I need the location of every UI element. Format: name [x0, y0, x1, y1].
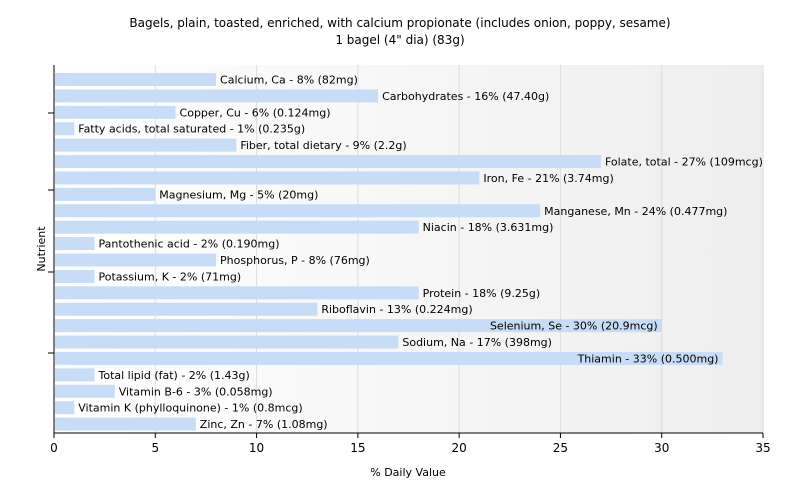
- bar: [55, 204, 541, 218]
- bar: [55, 417, 196, 431]
- bar-label: Total lipid (fat) - 2% (1.43g): [98, 369, 250, 382]
- bar-label: Calcium, Ca - 8% (82mg): [220, 74, 358, 87]
- bar: [55, 319, 662, 333]
- x-tick-label: 20: [452, 441, 467, 455]
- bar-label: Pantothenic acid - 2% (0.190mg): [99, 238, 280, 251]
- y-axis-label: Nutrient: [35, 226, 48, 272]
- bar-label: Manganese, Mn - 24% (0.477mg): [544, 205, 727, 218]
- bar: [55, 138, 237, 152]
- bar-label: Vitamin B-6 - 3% (0.058mg): [119, 385, 273, 398]
- bar-label: Iron, Fe - 21% (3.74mg): [483, 172, 613, 185]
- chart-subtitle: 1 bagel (4" dia) (83g): [335, 33, 464, 47]
- x-tick-label: 35: [755, 441, 770, 455]
- bar: [55, 237, 95, 251]
- bar: [55, 351, 723, 365]
- bar-label: Phosphorus, P - 8% (76mg): [220, 254, 370, 267]
- bar: [55, 220, 419, 234]
- x-ticks: 0 5 10 15 20 25 30 35: [50, 433, 771, 455]
- bar-label: Niacin - 18% (3.631mg): [423, 221, 554, 234]
- bar-label: Copper, Cu - 6% (0.124mg): [180, 106, 331, 119]
- bar: [55, 384, 115, 398]
- bar: [55, 155, 601, 169]
- bar-label: Selenium, Se - 30% (20.9mcg): [490, 320, 658, 333]
- bar: [55, 187, 156, 201]
- bar-label: Fatty acids, total saturated - 1% (0.235…: [78, 123, 305, 136]
- x-axis-label: % Daily Value: [370, 466, 446, 479]
- x-tick-label: 5: [151, 441, 159, 455]
- bar-label: Magnesium, Mg - 5% (20mg): [159, 188, 318, 201]
- bar-label: Carbohydrates - 16% (47.40g): [382, 90, 549, 103]
- bar: [55, 335, 399, 349]
- bar: [55, 401, 75, 415]
- grid-lines: [154, 65, 764, 433]
- bar-label: Sodium, Na - 17% (398mg): [402, 336, 552, 349]
- bar: [55, 105, 176, 119]
- bar-label: Folate, total - 27% (109mcg): [605, 156, 763, 169]
- x-tick-label: 30: [654, 441, 669, 455]
- bar: [55, 73, 217, 86]
- bar-label: Riboflavin - 13% (0.224mg): [321, 303, 472, 316]
- bar-label: Protein - 18% (9.25g): [423, 287, 541, 300]
- x-tick-label: 10: [249, 441, 264, 455]
- bar-label: Fiber, total dietary - 9% (2.2g): [240, 139, 406, 152]
- x-tick-label: 15: [350, 441, 365, 455]
- bar-label: Zinc, Zn - 7% (1.08mg): [200, 418, 328, 431]
- bar: [55, 368, 95, 382]
- bar: [55, 122, 75, 136]
- axes: [48, 65, 763, 434]
- bar: [55, 269, 95, 283]
- bar: [55, 253, 217, 267]
- x-tick-label: 0: [50, 441, 58, 455]
- bar-label: Potassium, K - 2% (71mg): [99, 270, 242, 283]
- chart-title: Bagels, plain, toasted, enriched, with c…: [129, 16, 670, 30]
- x-tick-label: 25: [553, 441, 568, 455]
- bar: [55, 171, 480, 185]
- bar: [55, 286, 419, 300]
- bars: Calcium, Ca - 8% (82mg) Carbohydrates - 1…: [55, 73, 763, 431]
- bar: [55, 302, 318, 316]
- plot-area: [54, 65, 763, 433]
- bar: [55, 89, 379, 103]
- bar-label: Vitamin K (phylloquinone) - 1% (0.8mcg): [78, 402, 302, 415]
- bar-label: Thiamin - 33% (0.500mg): [577, 352, 719, 365]
